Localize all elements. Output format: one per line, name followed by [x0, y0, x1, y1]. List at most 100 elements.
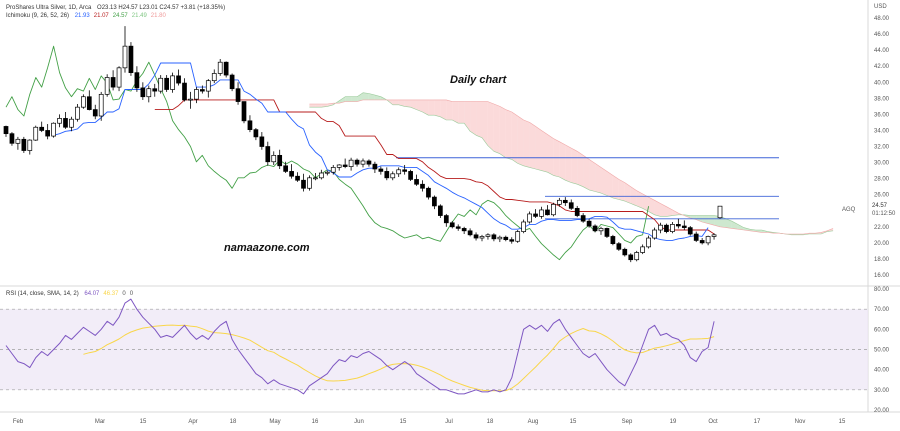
- candle[interactable]: [217, 59, 223, 76]
- candle[interactable]: [39, 121, 45, 133]
- candle[interactable]: [414, 174, 419, 186]
- candle[interactable]: [408, 169, 413, 182]
- candle[interactable]: [247, 115, 253, 133]
- ichimoku-legend[interactable]: Ichimoku (9, 26, 52, 26) 21.93 21.07 24.57…: [6, 13, 166, 19]
- last-price-tag[interactable]: 24.57 01:12:50: [869, 201, 899, 218]
- candle[interactable]: [545, 205, 550, 216]
- candle[interactable]: [128, 42, 134, 76]
- candle[interactable]: [515, 230, 521, 243]
- candle[interactable]: [313, 173, 318, 181]
- candle[interactable]: [675, 218, 681, 229]
- candle[interactable]: [92, 104, 98, 120]
- candle[interactable]: [586, 218, 592, 228]
- candle[interactable]: [658, 222, 663, 234]
- candle[interactable]: [432, 195, 437, 210]
- candle[interactable]: [336, 164, 342, 171]
- candle[interactable]: [211, 69, 217, 84]
- candle[interactable]: [259, 132, 265, 150]
- candle[interactable]: [241, 101, 247, 124]
- candle[interactable]: [640, 244, 646, 255]
- candle[interactable]: [366, 159, 372, 167]
- candle[interactable]: [301, 173, 306, 192]
- candle[interactable]: [438, 204, 443, 218]
- candle[interactable]: [324, 170, 330, 176]
- candle[interactable]: [110, 70, 116, 91]
- candle[interactable]: [271, 151, 277, 165]
- candle[interactable]: [283, 161, 288, 174]
- candle[interactable]: [57, 114, 62, 128]
- candle[interactable]: [140, 82, 146, 100]
- candle[interactable]: [342, 158, 348, 169]
- candle[interactable]: [592, 224, 598, 233]
- candle[interactable]: [384, 167, 390, 181]
- candle[interactable]: [229, 73, 235, 92]
- candle[interactable]: [455, 224, 461, 231]
- candle[interactable]: [223, 61, 229, 78]
- candle[interactable]: [194, 87, 199, 104]
- candle[interactable]: [527, 211, 532, 224]
- candle[interactable]: [699, 238, 705, 245]
- candle[interactable]: [75, 103, 80, 122]
- candle[interactable]: [521, 219, 527, 234]
- candle[interactable]: [485, 233, 491, 240]
- candle[interactable]: [574, 205, 580, 218]
- candle[interactable]: [104, 74, 110, 97]
- candle[interactable]: [604, 227, 610, 239]
- candle[interactable]: [200, 85, 205, 94]
- candle[interactable]: [568, 199, 574, 210]
- candle[interactable]: [134, 66, 140, 92]
- candle[interactable]: [235, 82, 241, 105]
- candle[interactable]: [551, 202, 556, 217]
- candle[interactable]: [562, 197, 568, 206]
- candle[interactable]: [146, 85, 152, 103]
- candle[interactable]: [277, 149, 283, 169]
- candle[interactable]: [69, 116, 74, 132]
- candle[interactable]: [497, 235, 503, 243]
- candle[interactable]: [556, 197, 562, 207]
- candle[interactable]: [622, 247, 628, 257]
- candle[interactable]: [646, 235, 651, 249]
- candle[interactable]: [634, 250, 640, 262]
- candle[interactable]: [80, 94, 86, 109]
- candle[interactable]: [539, 206, 544, 219]
- candle[interactable]: [170, 72, 175, 93]
- candle[interactable]: [491, 233, 497, 242]
- candle[interactable]: [307, 175, 312, 191]
- candle[interactable]: [63, 111, 68, 129]
- candle[interactable]: [449, 221, 455, 229]
- candle[interactable]: [705, 235, 711, 246]
- candle[interactable]: [503, 235, 509, 242]
- candle[interactable]: [479, 234, 485, 242]
- candle[interactable]: [122, 26, 128, 73]
- candle[interactable]: [717, 205, 723, 219]
- candle[interactable]: [378, 166, 384, 175]
- candle[interactable]: [711, 233, 717, 240]
- candle[interactable]: [598, 226, 604, 235]
- candle[interactable]: [152, 83, 158, 97]
- candle[interactable]: [158, 75, 164, 94]
- candle[interactable]: [21, 136, 27, 153]
- candle[interactable]: [116, 66, 122, 92]
- candle[interactable]: [402, 164, 407, 175]
- price-pane[interactable]: [0, 0, 868, 285]
- candle[interactable]: [51, 122, 56, 138]
- candle[interactable]: [265, 141, 271, 166]
- candle[interactable]: [443, 213, 449, 227]
- candle[interactable]: [360, 158, 366, 168]
- candle[interactable]: [610, 234, 616, 246]
- candle[interactable]: [295, 172, 300, 182]
- symbol-name[interactable]: ProShares Ultra Silver, 1D, Arca: [6, 5, 92, 11]
- candle[interactable]: [396, 167, 402, 178]
- candle[interactable]: [664, 223, 669, 234]
- candle[interactable]: [27, 139, 33, 155]
- candle[interactable]: [467, 228, 473, 237]
- candle[interactable]: [616, 242, 622, 251]
- candle[interactable]: [98, 91, 104, 121]
- rsi-legend[interactable]: RSI (14, close, SMA, 14, 2) 64.07 46.37 0 0: [6, 291, 134, 297]
- candle[interactable]: [473, 232, 479, 241]
- candle[interactable]: [9, 132, 15, 146]
- candle[interactable]: [253, 128, 259, 141]
- candle[interactable]: [45, 124, 51, 140]
- candle[interactable]: [176, 69, 181, 86]
